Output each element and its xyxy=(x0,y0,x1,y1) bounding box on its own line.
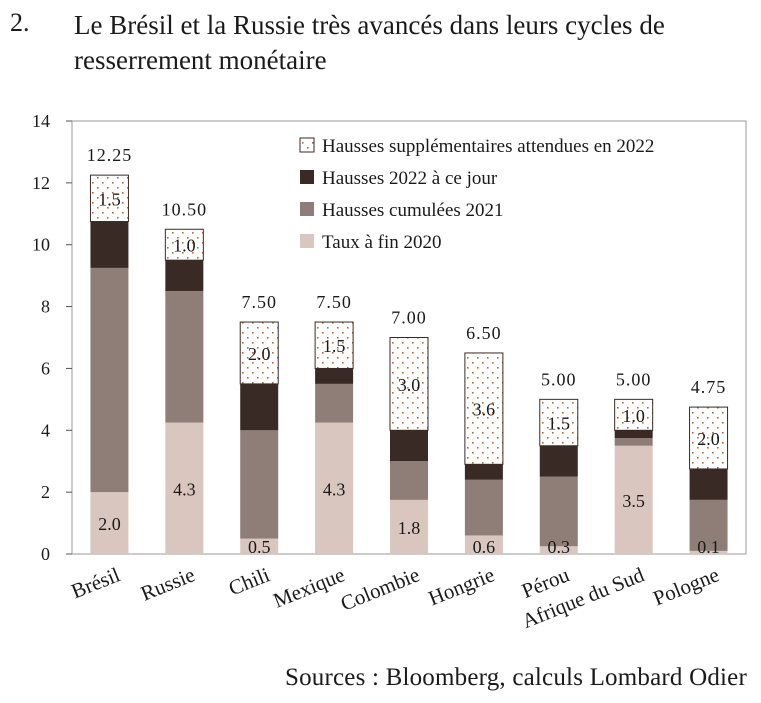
y-tick-label: 6 xyxy=(41,358,50,378)
data-label-taux-2020: 0.6 xyxy=(473,537,496,557)
bar-segment-attendues-2022 xyxy=(689,406,729,470)
bar-segment-taux-2020 xyxy=(390,499,428,554)
bar-segment-taux-2020 xyxy=(315,422,354,554)
legend-swatch xyxy=(299,137,315,153)
data-label-taux-2020: 2.0 xyxy=(98,514,121,534)
bar-segment-attendues-2022 xyxy=(239,321,279,385)
data-label-taux-2020: 0.5 xyxy=(248,537,271,557)
data-label-total: 7.50 xyxy=(316,292,352,312)
bar-segment-hausses-2021 xyxy=(464,479,503,536)
data-label-total: 5.00 xyxy=(541,369,577,389)
bar-segment-hausses-2021 xyxy=(689,499,728,551)
y-tick-label: 14 xyxy=(32,111,50,131)
figure-number: 2. xyxy=(10,8,30,37)
bar-segment-hausses-2021 xyxy=(539,476,578,547)
bar-segment-taux-2020 xyxy=(689,550,728,554)
legend-label: Hausses 2022 à ce jour xyxy=(322,168,498,189)
data-label-taux-2020: 1.8 xyxy=(398,518,421,538)
bar-segment-hausses-2021 xyxy=(614,438,653,446)
data-label-taux-2020: 4.3 xyxy=(173,479,196,499)
data-label-attendues-2022: 1.5 xyxy=(548,414,571,434)
bar-segment-hausses-2022 xyxy=(390,430,428,462)
data-label-total: 5.00 xyxy=(616,369,652,389)
bar-segment-hausses-2021 xyxy=(240,430,279,539)
bar-segment-hausses-2022 xyxy=(315,368,354,384)
data-label-taux-2020: 4.3 xyxy=(323,479,346,499)
bar-segment-hausses-2022 xyxy=(614,430,653,439)
legend-swatch xyxy=(300,234,314,248)
bar-segment-hausses-2022 xyxy=(689,468,728,500)
x-tick-label: Mexique xyxy=(270,562,348,612)
bar-segment-hausses-2022 xyxy=(464,464,503,480)
bar-segment-taux-2020 xyxy=(90,492,129,554)
bar-segment-hausses-2021 xyxy=(165,291,204,423)
data-label-attendues-2022: 2.0 xyxy=(248,344,271,364)
legend-swatch xyxy=(300,170,314,184)
data-label-attendues-2022: 1.0 xyxy=(622,406,645,426)
legend-label: Hausses supplémentaires attendues en 202… xyxy=(322,136,654,157)
bar-segment-taux-2020 xyxy=(165,422,204,554)
bar-segment-hausses-2022 xyxy=(539,445,578,477)
bar-segment-attendues-2022 xyxy=(89,174,129,223)
data-label-total: 12.25 xyxy=(87,145,133,165)
bar-segment-attendues-2022 xyxy=(164,228,204,261)
bar-segment-taux-2020 xyxy=(614,445,653,554)
bar-segment-attendues-2022 xyxy=(314,321,354,369)
data-label-total: 6.50 xyxy=(466,323,502,343)
y-tick-label: 8 xyxy=(41,297,50,317)
y-tick-label: 10 xyxy=(32,235,50,255)
bar-segment-hausses-2021 xyxy=(90,267,129,493)
data-label-total: 7.00 xyxy=(391,308,427,328)
bar-segment-hausses-2022 xyxy=(240,383,279,431)
bar-segment-attendues-2022 xyxy=(389,337,429,431)
y-tick-label: 2 xyxy=(41,482,50,502)
bar-segment-hausses-2022 xyxy=(165,260,204,292)
x-tick-label: Hongrie xyxy=(425,562,498,610)
legend-label: Hausses cumulées 2021 xyxy=(322,200,504,221)
data-label-total: 7.50 xyxy=(241,292,277,312)
bar-segment-attendues-2022 xyxy=(464,352,504,465)
source-note: Sources : Bloomberg, calculs Lombard Odi… xyxy=(284,664,747,691)
bar-segment-attendues-2022 xyxy=(614,398,654,431)
x-tick-label: Brésil xyxy=(68,562,124,603)
bar-segment-hausses-2022 xyxy=(90,221,129,268)
bar-segment-hausses-2021 xyxy=(390,461,428,500)
data-label-attendues-2022: 3.0 xyxy=(398,375,421,395)
data-label-attendues-2022: 1.5 xyxy=(323,336,346,356)
bar-segment-taux-2020 xyxy=(240,538,279,554)
x-tick-label: Russie xyxy=(137,562,198,605)
y-tick-label: 12 xyxy=(32,173,50,193)
bar-segment-taux-2020 xyxy=(464,535,503,554)
data-label-taux-2020: 0.1 xyxy=(697,537,720,557)
data-label-taux-2020: 0.3 xyxy=(548,537,571,557)
data-label-attendues-2022: 1.5 xyxy=(98,189,121,209)
bar-segment-attendues-2022 xyxy=(539,398,579,447)
x-tick-label: Colombie xyxy=(337,562,423,615)
bar-segment-taux-2020 xyxy=(539,546,578,554)
legend-swatch xyxy=(300,202,314,216)
x-tick-label: Chili xyxy=(225,562,273,600)
data-label-taux-2020: 3.5 xyxy=(622,491,645,511)
bar-segment-hausses-2021 xyxy=(315,383,354,423)
y-tick-label: 0 xyxy=(41,544,50,564)
data-label-total: 4.75 xyxy=(691,377,727,397)
chart-title: Le Brésil et la Russie très avancés dans… xyxy=(74,10,665,75)
data-label-total: 10.50 xyxy=(162,199,208,219)
stacked-bar-chart: 0 2 4 6 8 10 12 14 2.0 1.5 12.25 Brésil 4.3 1.0 10.50 R… xyxy=(32,111,747,633)
data-label-attendues-2022: 2.0 xyxy=(697,429,720,449)
data-label-attendues-2022: 1.0 xyxy=(173,236,196,256)
data-label-attendues-2022: 3.6 xyxy=(473,400,496,420)
y-tick-label: 4 xyxy=(41,420,50,440)
x-tick-label: Pologne xyxy=(650,562,723,610)
legend-label: Taux à fin 2020 xyxy=(322,232,442,253)
